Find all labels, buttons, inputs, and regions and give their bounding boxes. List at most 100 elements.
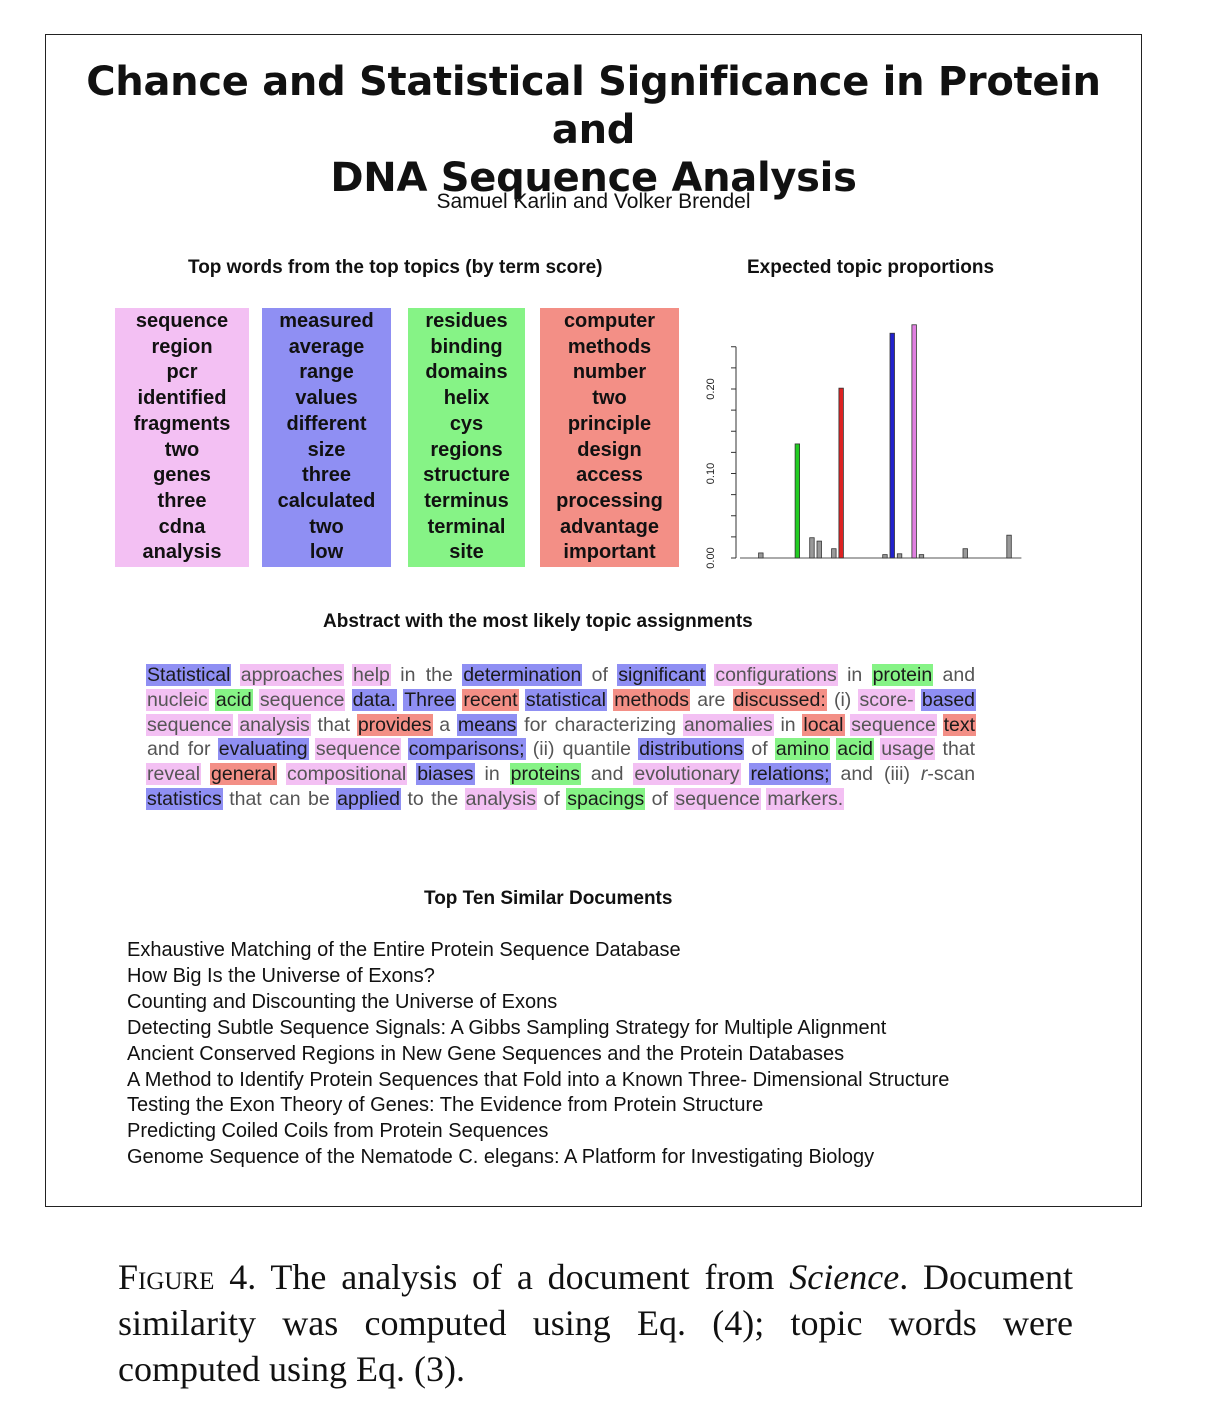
- topics-header: Top words from the top topics (by term s…: [188, 257, 603, 278]
- abstract-word: sequence: [674, 787, 761, 810]
- topic-word: two: [164, 438, 200, 461]
- page-title: Chance and Statistical Significance in P…: [45, 58, 1142, 202]
- abstract-word: compositional: [286, 763, 408, 786]
- abstract-word: analysis: [464, 787, 538, 810]
- topic-word: region: [151, 335, 213, 358]
- chart-bar: [816, 540, 822, 559]
- abstract-word: and: [147, 738, 180, 761]
- chart-bar: [838, 387, 844, 559]
- y-tick-label: 0.00: [705, 547, 717, 568]
- abstract-word: discussed:: [732, 688, 827, 711]
- chart-bar: [809, 537, 815, 559]
- topic-word: terminus: [424, 489, 509, 512]
- topic-word: design: [577, 438, 642, 461]
- abstract-word: provides: [356, 713, 433, 736]
- abstract-word: (i): [833, 688, 852, 711]
- topic-word: range: [299, 361, 354, 384]
- abstract-word: acid: [214, 688, 253, 711]
- abstract-word: sequence: [850, 713, 937, 736]
- caption-text-after: . Document similarity was computed using…: [118, 1257, 1073, 1389]
- similar-doc-item[interactable]: Testing the Exon Theory of Genes: The Ev…: [127, 1094, 764, 1117]
- topic-3-box: residues binding domains helix cys regions str…: [408, 308, 525, 567]
- topic-2-box: measured average range values different size t…: [262, 308, 391, 567]
- topic-word: cdna: [158, 515, 206, 538]
- chart-bar: [962, 548, 968, 559]
- abstract-word: for: [187, 738, 211, 761]
- figure-caption: Figure 4. The analysis of a document fro…: [118, 1254, 1073, 1392]
- abstract-word: of: [543, 787, 560, 810]
- chart-bar: [1006, 534, 1012, 559]
- abstract-word: are: [697, 688, 726, 711]
- topic-word: pcr: [166, 361, 198, 384]
- topic-proportions-chart: 0.00 0.10 0.20: [705, 324, 1022, 569]
- abstract-word: text: [942, 713, 977, 736]
- abstract-word: to: [407, 787, 424, 810]
- abstract-word: and: [590, 763, 624, 786]
- similar-doc-item[interactable]: Exhaustive Matching of the Entire Protei…: [127, 939, 681, 961]
- chart-bar: [831, 548, 837, 559]
- abstract-word: sequence: [314, 738, 402, 761]
- abstract-word: nucleic: [146, 688, 209, 711]
- caption-label: Figure 4.: [118, 1257, 257, 1297]
- caption-italic: Science: [789, 1257, 900, 1297]
- topic-word: principle: [567, 412, 652, 435]
- topic-word: two: [592, 387, 627, 410]
- abstract-word: the: [425, 664, 453, 686]
- topic-word: size: [307, 438, 346, 461]
- abstract-word: protein: [871, 664, 934, 686]
- abstract-word: anomalies: [682, 713, 774, 736]
- similar-doc-item[interactable]: Predicting Coiled Coils from Protein Seq…: [127, 1120, 549, 1143]
- abstract-word: sequence: [146, 713, 233, 736]
- figure-frame: [45, 34, 1142, 1207]
- abstract-word: means: [456, 713, 518, 736]
- chart-bar: [758, 552, 764, 559]
- topic-word: structure: [423, 464, 510, 487]
- abstract-word: (ii): [532, 738, 555, 761]
- authors: Samuel Karlin and Volker Brendel: [436, 190, 751, 213]
- similar-doc-item[interactable]: A Method to Identify Protein Sequences t…: [127, 1068, 950, 1091]
- abstract-word: and: [942, 664, 976, 686]
- abstract-word: evolutionary: [633, 763, 741, 786]
- abstract-word: statistical: [524, 688, 608, 711]
- topic-word: access: [576, 464, 643, 487]
- topic-word: helix: [443, 387, 490, 410]
- abstract-word: and: [840, 763, 874, 786]
- abstract-word: a: [439, 713, 451, 736]
- chart-bar: [794, 443, 800, 559]
- abstract-word: proteins: [509, 763, 581, 786]
- topic-word: analysis: [142, 541, 222, 564]
- abstract-word: for: [524, 713, 547, 736]
- abstract-word: analysis: [238, 713, 311, 736]
- topic-word: different: [286, 412, 367, 435]
- abstract-word: statistics: [146, 787, 223, 810]
- abstract-word: evaluating: [217, 738, 309, 761]
- abstract-word: local: [802, 713, 845, 736]
- abstract-word: score-: [858, 688, 915, 711]
- abstract-word: biases: [416, 763, 475, 786]
- chart-bar: [918, 554, 925, 559]
- topic-word: residues: [425, 310, 508, 332]
- proportions-header: Expected topic proportions: [747, 257, 995, 278]
- abstract-word: data.: [351, 688, 398, 711]
- topic-word: sequence: [135, 310, 229, 332]
- abstract-word: of: [651, 787, 668, 810]
- topic-word: fragments: [133, 412, 231, 435]
- similar-doc-item[interactable]: Ancient Conserved Regions in New Gene Se…: [127, 1042, 845, 1065]
- abstract-word: applied: [336, 787, 402, 810]
- topic-word: regions: [430, 438, 503, 461]
- abstract-word: characterizing: [554, 713, 677, 736]
- topic-word: processing: [556, 489, 663, 512]
- chart-bar: [882, 554, 888, 559]
- similar-doc-item[interactable]: Detecting Subtle Sequence Signals: A Gib…: [127, 1016, 887, 1039]
- similar-doc-item[interactable]: Counting and Discounting the Universe of…: [127, 990, 558, 1013]
- abstract-word: sequence: [258, 688, 346, 711]
- abstract-word: spacings: [566, 787, 646, 810]
- topic-word: terminal: [427, 515, 506, 538]
- similar-doc-item[interactable]: Genome Sequence of the Nematode C. elega…: [127, 1146, 875, 1169]
- similar-doc-item[interactable]: How Big Is the Universe of Exons?: [127, 964, 435, 987]
- abstract-header: Abstract with the most likely topic assi…: [323, 611, 753, 632]
- topic-word: measured: [279, 310, 374, 332]
- abstract-word: in: [847, 664, 863, 686]
- abstract-word: that: [942, 738, 976, 761]
- similar-header: Top Ten Similar Documents: [424, 888, 673, 909]
